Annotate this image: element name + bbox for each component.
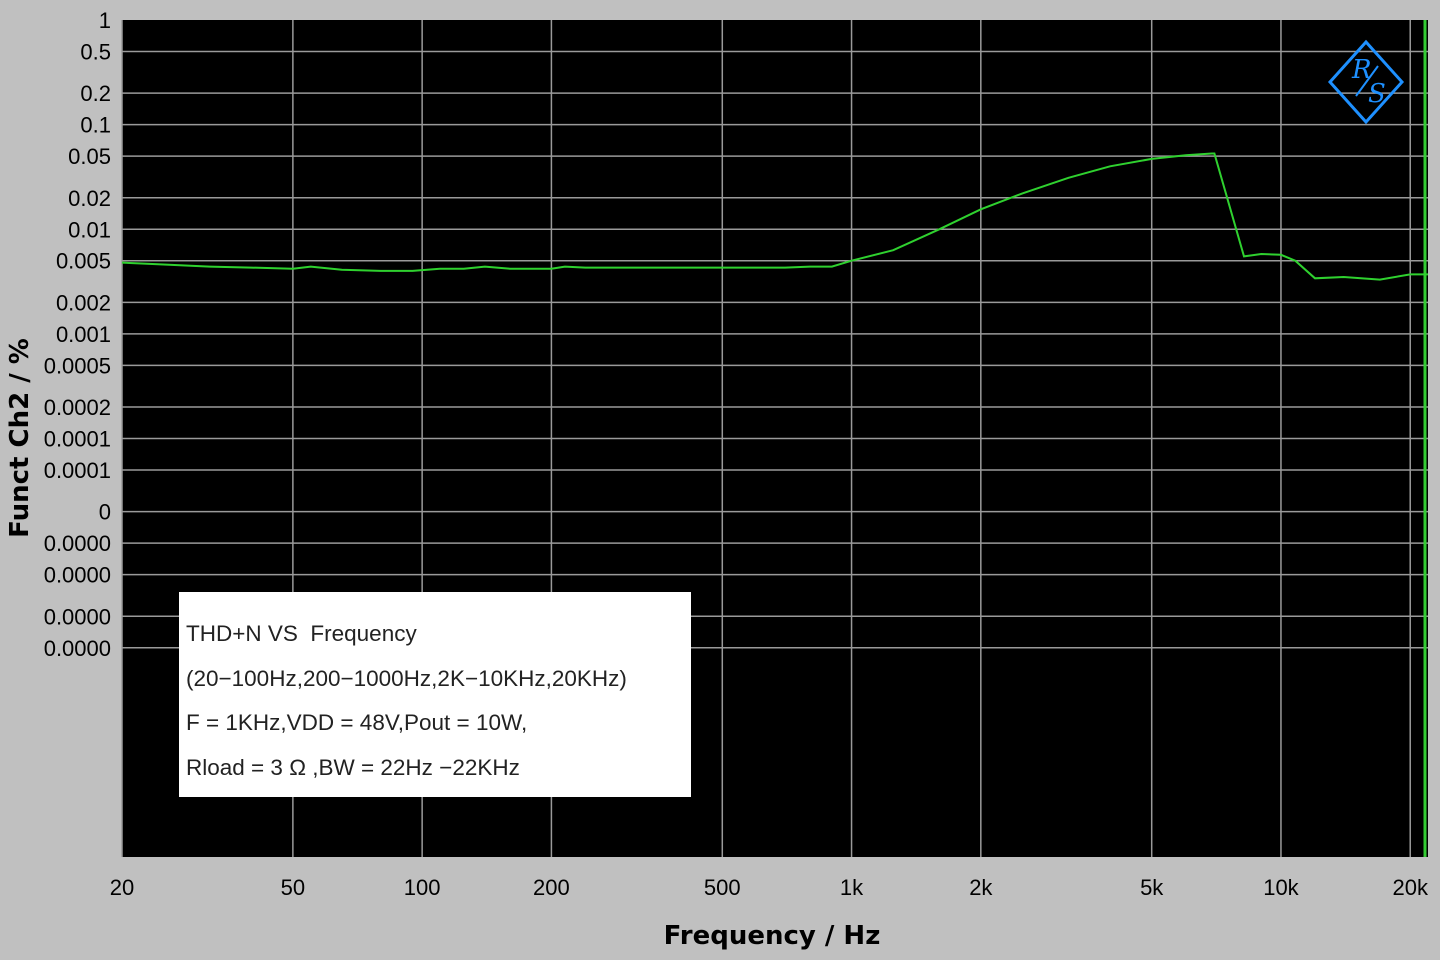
x-tick-label: 200 [533, 875, 570, 900]
y-tick-label: 0.1 [80, 113, 111, 138]
legend-line-load: Rload = 3 Ω ,BW = 22Hz −22KHz [186, 754, 520, 780]
legend-box: THD+N VS Frequency (20−100Hz,200−1000Hz,… [179, 592, 691, 797]
y-axis-label: Funct Ch2 / % [5, 338, 35, 538]
legend-line-ranges: (20−100Hz,200−1000Hz,2K−10KHz,20KHz) [186, 665, 627, 691]
y-tick-label: 0.02 [68, 186, 111, 211]
y-tick-label: 0.0001 [44, 427, 111, 452]
y-tick-label: 0.05 [68, 144, 111, 169]
x-tick-label: 1k [840, 875, 864, 900]
y-tick-label: 0.002 [56, 290, 111, 315]
svg-text:S: S [1368, 79, 1386, 109]
x-tick-label: 50 [281, 875, 305, 900]
series-line [121, 152, 1428, 281]
y-tick-label: 0.01 [68, 217, 111, 242]
x-tick-label: 100 [404, 875, 441, 900]
svg-text:R: R [1351, 55, 1372, 85]
x-tick-label: 10k [1263, 875, 1299, 900]
y-tick-label: 0.0000 [44, 531, 111, 556]
x-tick-label: 20 [110, 875, 134, 900]
y-tick-label: 0.0001 [44, 458, 111, 483]
y-tick-label: 0.0005 [44, 353, 111, 378]
y-tick-label: 0.5 [80, 39, 111, 64]
rohde-schwarz-logo-icon: R S [1327, 39, 1405, 125]
legend-line-title: THD+N VS Frequency [186, 621, 417, 646]
x-tick-label: 2k [969, 875, 993, 900]
x-axis-label: Frequency / Hz [664, 921, 881, 951]
y-tick-label: 0.005 [56, 249, 111, 274]
y-tick-label: 0.0000 [44, 563, 111, 588]
x-tick-label: 5k [1140, 875, 1164, 900]
y-tick-label: 1 [99, 8, 111, 33]
y-tick-label: 0 [99, 500, 111, 525]
x-tick-label: 20k [1392, 875, 1428, 900]
y-tick-label: 0.2 [80, 81, 111, 106]
y-tick-label: 0.0000 [44, 636, 111, 661]
x-axis-ticks: 20 50 100 200 500 1k 2k 5k 10k 20k [110, 875, 1429, 900]
y-tick-label: 0.001 [56, 322, 111, 347]
y-tick-label: 0.0002 [44, 395, 111, 420]
y-tick-label: 0.0000 [44, 604, 111, 629]
y-axis-ticks: 1 0.5 0.2 0.1 0.05 0.02 0.01 0.005 0.002 0.001 0.0… [44, 8, 111, 661]
legend-line-conditions: F = 1KHz,VDD = 48V,Pout = 10W, [186, 710, 528, 735]
x-tick-label: 500 [704, 875, 741, 900]
